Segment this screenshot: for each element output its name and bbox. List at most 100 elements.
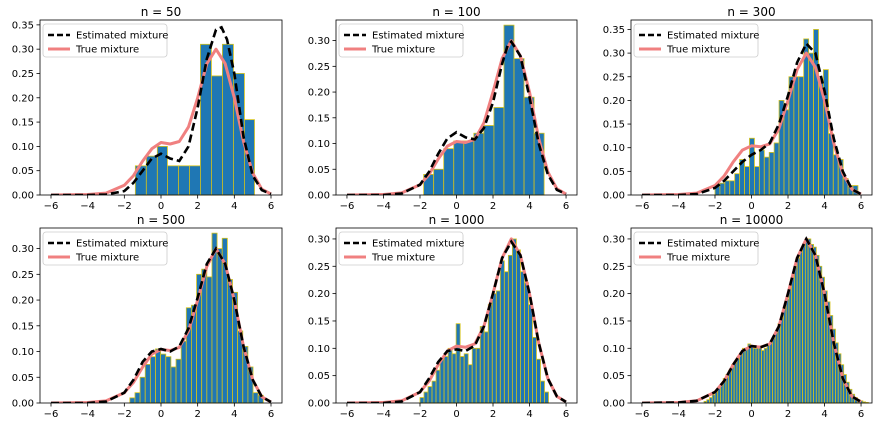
x-tick-label: 6 <box>563 409 569 420</box>
histogram-bar <box>783 306 787 404</box>
histogram-bar <box>803 38 810 196</box>
histogram-bar <box>473 132 485 196</box>
histogram-bar <box>467 364 473 404</box>
y-tick-label: 0.25 <box>308 62 330 73</box>
histogram-bar <box>483 331 489 404</box>
histogram-bar <box>788 285 793 404</box>
x-tick-label: 4 <box>821 409 827 420</box>
histogram-bar <box>491 293 497 404</box>
x-tick-label: 4 <box>231 201 237 212</box>
histogram-bar <box>810 244 814 404</box>
histogram-bar <box>747 343 751 404</box>
legend: Estimated mixture True mixture <box>338 23 464 58</box>
histogram-bar <box>216 248 223 404</box>
x-tick-label: −2 <box>117 201 132 212</box>
x-tick-label: −4 <box>671 409 686 420</box>
histogram-bar <box>515 249 521 404</box>
histogram-bar <box>528 304 533 404</box>
histogram-bar <box>471 347 477 404</box>
histogram-bar <box>139 376 146 404</box>
y-tick-label: 0.10 <box>308 139 330 150</box>
histogram-bar <box>520 271 525 404</box>
x-tick-label: 2 <box>194 409 200 420</box>
x-tick-label: 0 <box>748 409 754 420</box>
y-tick-label: 0.35 <box>12 20 34 31</box>
histogram-bar <box>483 125 495 196</box>
histogram-bar <box>134 392 141 404</box>
histogram-bar <box>201 268 208 404</box>
chart-title: n = 100 <box>432 5 480 19</box>
chart-title: n = 50 <box>141 5 182 19</box>
histogram-bar <box>774 331 779 404</box>
histogram-bar <box>160 353 167 404</box>
y-tick-label: 0.25 <box>603 262 625 273</box>
histogram-bar <box>769 341 773 404</box>
chart-panel-1: −6 −4 −2 0 2 4 6 0.00 0.05 0.10 0.15 0.20 0.25 0.30 0.… <box>12 5 283 212</box>
histogram-bar <box>507 254 513 404</box>
y-tick-label: 0.00 <box>308 191 330 202</box>
y-tick-label: 0.25 <box>308 262 330 273</box>
y-tick-label: 0.00 <box>12 399 34 410</box>
y-tick-label: 0.05 <box>603 167 625 178</box>
chart-title: n = 300 <box>727 5 775 19</box>
histogram-bar <box>777 323 782 404</box>
histogram-bar <box>758 149 765 196</box>
legend: Estimated mixture True mixture <box>42 23 168 58</box>
histogram-bar <box>419 397 425 404</box>
y-tick-label: 0.25 <box>603 72 625 83</box>
legend-true-label: True mixture <box>371 253 435 264</box>
histogram-bar <box>804 238 809 404</box>
histogram-bar <box>206 276 213 404</box>
histogram-bar <box>791 276 795 404</box>
x-tick-label: −4 <box>80 409 95 420</box>
x-tick-label: −4 <box>80 201 95 212</box>
x-tick-label: 6 <box>268 409 274 420</box>
x-tick-label: 4 <box>821 201 827 212</box>
histogram-bar <box>511 238 517 404</box>
legend-true-label: True mixture <box>75 253 139 264</box>
histogram-bar <box>731 364 735 404</box>
chart-panel-3: −6 −4 −2 0 2 4 6 0.00 0.05 0.10 0.15 0.20 0.25 0.30 0.… <box>603 5 873 212</box>
legend-estimated-label: Estimated mixture <box>76 239 168 250</box>
histogram-bar <box>431 380 437 404</box>
legend-box <box>42 231 168 266</box>
x-tick-label: −2 <box>413 409 428 420</box>
legend-box <box>633 23 759 58</box>
histogram-bar <box>423 391 429 404</box>
histogram-bar <box>785 298 790 404</box>
histogram-bar <box>711 394 716 404</box>
histogram-bar <box>796 257 801 404</box>
y-tick-label: 0.15 <box>308 316 330 327</box>
y-tick-label: 0.35 <box>603 25 625 36</box>
histogram-bar <box>763 347 768 404</box>
histogram-bar <box>798 76 805 196</box>
histogram-bar <box>499 260 505 404</box>
histogram-bar <box>780 317 784 404</box>
y-tick-label: 0.10 <box>12 142 34 153</box>
estimated-mixture-line <box>641 236 862 403</box>
x-tick-label: −4 <box>376 409 391 420</box>
histogram-bar <box>733 361 738 404</box>
x-tick-label: 2 <box>490 409 496 420</box>
histogram-bar <box>540 380 545 404</box>
y-tick-label: 0.15 <box>12 321 34 332</box>
estimated-mixture-line <box>642 41 862 195</box>
legend-estimated-label: Estimated mixture <box>76 31 168 42</box>
x-tick-label: 4 <box>526 409 532 420</box>
y-tick-label: 0.05 <box>308 165 330 176</box>
y-tick-label: 0.00 <box>308 399 330 410</box>
histogram-bars <box>703 238 869 404</box>
legend: Estimated mixture True mixture <box>633 231 759 266</box>
x-tick-label: −6 <box>340 201 355 212</box>
x-tick-label: −2 <box>117 409 132 420</box>
histogram-bar <box>772 336 776 404</box>
y-tick-label: 0.20 <box>308 88 330 99</box>
legend-box <box>338 231 464 266</box>
x-tick-label: 2 <box>490 201 496 212</box>
legend-box <box>633 231 759 266</box>
y-tick-label: 0.25 <box>12 270 34 281</box>
chart-title: n = 500 <box>137 213 185 227</box>
histogram-bar <box>144 363 151 404</box>
x-tick-label: 4 <box>231 409 237 420</box>
histogram-bar <box>807 238 812 404</box>
